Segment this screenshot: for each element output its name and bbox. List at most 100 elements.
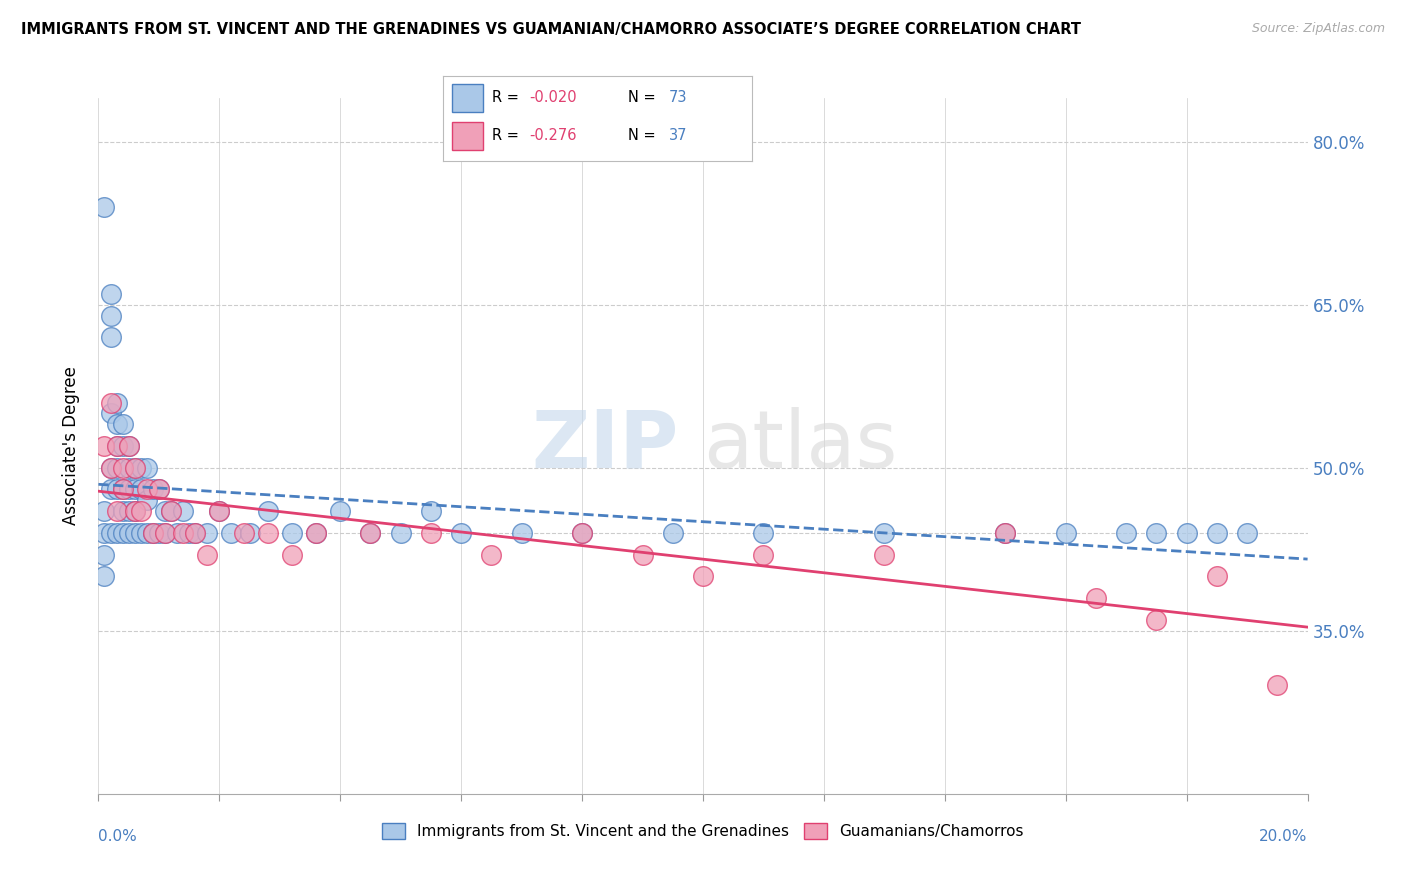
Bar: [453, 85, 484, 112]
Point: [100, 286, 122, 301]
Text: 0.0%: 0.0%: [98, 829, 138, 844]
Point: [142, 483, 165, 497]
Point: [118, 525, 141, 540]
Point: [1144, 525, 1167, 540]
Point: [153, 504, 176, 518]
Point: [100, 460, 122, 475]
Point: [166, 525, 188, 540]
Point: [692, 569, 714, 583]
Point: [360, 525, 382, 540]
Point: [129, 460, 152, 475]
Point: [111, 525, 134, 540]
Point: [256, 525, 278, 540]
Point: [100, 483, 122, 497]
Point: [1144, 613, 1167, 627]
Point: [124, 483, 146, 497]
Point: [93, 504, 115, 518]
Y-axis label: Associate's Degree: Associate's Degree: [62, 367, 80, 525]
Point: [184, 525, 207, 540]
Point: [994, 525, 1017, 540]
Text: IMMIGRANTS FROM ST. VINCENT AND THE GRENADINES VS GUAMANIAN/CHAMORRO ASSOCIATE’S: IMMIGRANTS FROM ST. VINCENT AND THE GREN…: [21, 22, 1081, 37]
Point: [93, 569, 115, 583]
Text: 37: 37: [669, 128, 688, 144]
Point: [111, 417, 134, 432]
Text: -0.276: -0.276: [530, 128, 576, 144]
Point: [118, 483, 141, 497]
Point: [160, 504, 183, 518]
Point: [329, 504, 352, 518]
Point: [105, 395, 128, 409]
Point: [93, 548, 115, 562]
Point: [135, 493, 157, 508]
Legend: Immigrants from St. Vincent and the Grenadines, Guamanians/Chamorros: Immigrants from St. Vincent and the Gren…: [375, 817, 1031, 846]
Point: [148, 483, 170, 497]
Point: [100, 525, 122, 540]
Point: [100, 406, 122, 420]
Point: [420, 525, 443, 540]
Point: [105, 417, 128, 432]
Point: [100, 460, 122, 475]
Point: [100, 330, 122, 344]
Point: [571, 525, 593, 540]
Point: [124, 525, 146, 540]
Point: [124, 460, 146, 475]
Point: [195, 525, 218, 540]
Point: [1236, 525, 1258, 540]
Point: [142, 525, 165, 540]
Point: [135, 525, 157, 540]
Text: Source: ZipAtlas.com: Source: ZipAtlas.com: [1251, 22, 1385, 36]
Point: [118, 460, 141, 475]
Point: [1175, 525, 1198, 540]
Point: [305, 525, 328, 540]
Point: [100, 395, 122, 409]
Point: [1054, 525, 1077, 540]
Point: [994, 525, 1017, 540]
Point: [239, 525, 262, 540]
Point: [105, 504, 128, 518]
Point: [111, 460, 134, 475]
Text: 73: 73: [669, 90, 688, 105]
Point: [105, 525, 128, 540]
Point: [450, 525, 472, 540]
Point: [752, 548, 775, 562]
Point: [135, 460, 157, 475]
Point: [153, 525, 176, 540]
Point: [111, 483, 134, 497]
Text: -0.020: -0.020: [530, 90, 576, 105]
Point: [105, 483, 128, 497]
Point: [1206, 569, 1229, 583]
Point: [873, 548, 896, 562]
Point: [105, 439, 128, 453]
Point: [481, 548, 503, 562]
Point: [420, 504, 443, 518]
Point: [148, 483, 170, 497]
Point: [184, 525, 207, 540]
Point: [129, 525, 152, 540]
Point: [105, 460, 128, 475]
Point: [93, 439, 115, 453]
Text: atlas: atlas: [703, 407, 897, 485]
Point: [148, 525, 170, 540]
Point: [221, 525, 243, 540]
Bar: [453, 122, 484, 151]
Text: N =: N =: [628, 90, 661, 105]
Point: [179, 525, 201, 540]
Point: [571, 525, 593, 540]
Point: [111, 504, 134, 518]
Point: [208, 504, 231, 518]
Text: 20.0%: 20.0%: [1260, 829, 1308, 844]
Point: [873, 525, 896, 540]
Point: [160, 504, 183, 518]
Point: [111, 439, 134, 453]
Point: [305, 525, 328, 540]
Point: [661, 525, 683, 540]
Point: [105, 439, 128, 453]
Point: [124, 460, 146, 475]
Point: [752, 525, 775, 540]
Point: [281, 548, 304, 562]
Point: [118, 439, 141, 453]
Point: [153, 525, 176, 540]
Point: [1206, 525, 1229, 540]
Point: [124, 504, 146, 518]
Point: [232, 525, 254, 540]
